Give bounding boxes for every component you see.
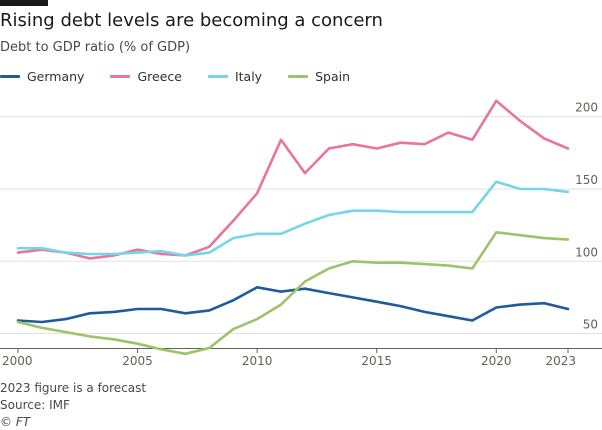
chart-title: Rising debt levels are becoming a concer…: [0, 10, 383, 31]
series-line-germany: [16, 285, 570, 324]
legend-item-germany: Germany: [0, 69, 84, 84]
x-tick-label-2015: 2015: [361, 354, 392, 368]
y-tick-label-200: 200: [575, 101, 598, 115]
x-tick-label-2023: 2023: [545, 354, 576, 368]
footnote: 2023 figure is a forecast: [0, 381, 147, 395]
legend-swatch-germany: [0, 74, 20, 78]
chart-subtitle: Debt to GDP ratio (% of GDP): [0, 40, 191, 55]
top-accent-bar: [0, 0, 48, 6]
legend-label-spain: Spain: [315, 68, 351, 84]
series-line-spain: [16, 231, 570, 356]
legend-label-greece: Greece: [137, 68, 182, 84]
legend: Germany Greece Italy Spain: [0, 68, 376, 84]
series-line-greece: [16, 99, 570, 260]
legend-label-germany: Germany: [27, 68, 85, 84]
legend-swatch-italy: [207, 74, 228, 78]
y-tick-label-50: 50: [583, 318, 598, 332]
legend-item-spain: Spain: [288, 69, 350, 84]
x-tick-label-2000: 2000: [2, 354, 33, 368]
legend-item-italy: Italy: [207, 68, 263, 84]
x-tick-label-2020: 2020: [481, 354, 512, 368]
y-tick-label-100: 100: [575, 245, 598, 259]
legend-swatch-greece: [110, 74, 131, 78]
source-note: Source: IMF: [0, 398, 70, 412]
legend-item-greece: Greece: [110, 69, 182, 84]
x-tick-label-2005: 2005: [122, 354, 153, 368]
series-line-italy: [16, 180, 570, 257]
y-tick-label-150: 150: [575, 173, 598, 187]
copyright-credit: © FT: [0, 415, 31, 429]
legend-label-italy: Italy: [234, 68, 263, 84]
legend-swatch-spain: [288, 74, 309, 78]
x-tick-label-2010: 2010: [242, 354, 273, 368]
